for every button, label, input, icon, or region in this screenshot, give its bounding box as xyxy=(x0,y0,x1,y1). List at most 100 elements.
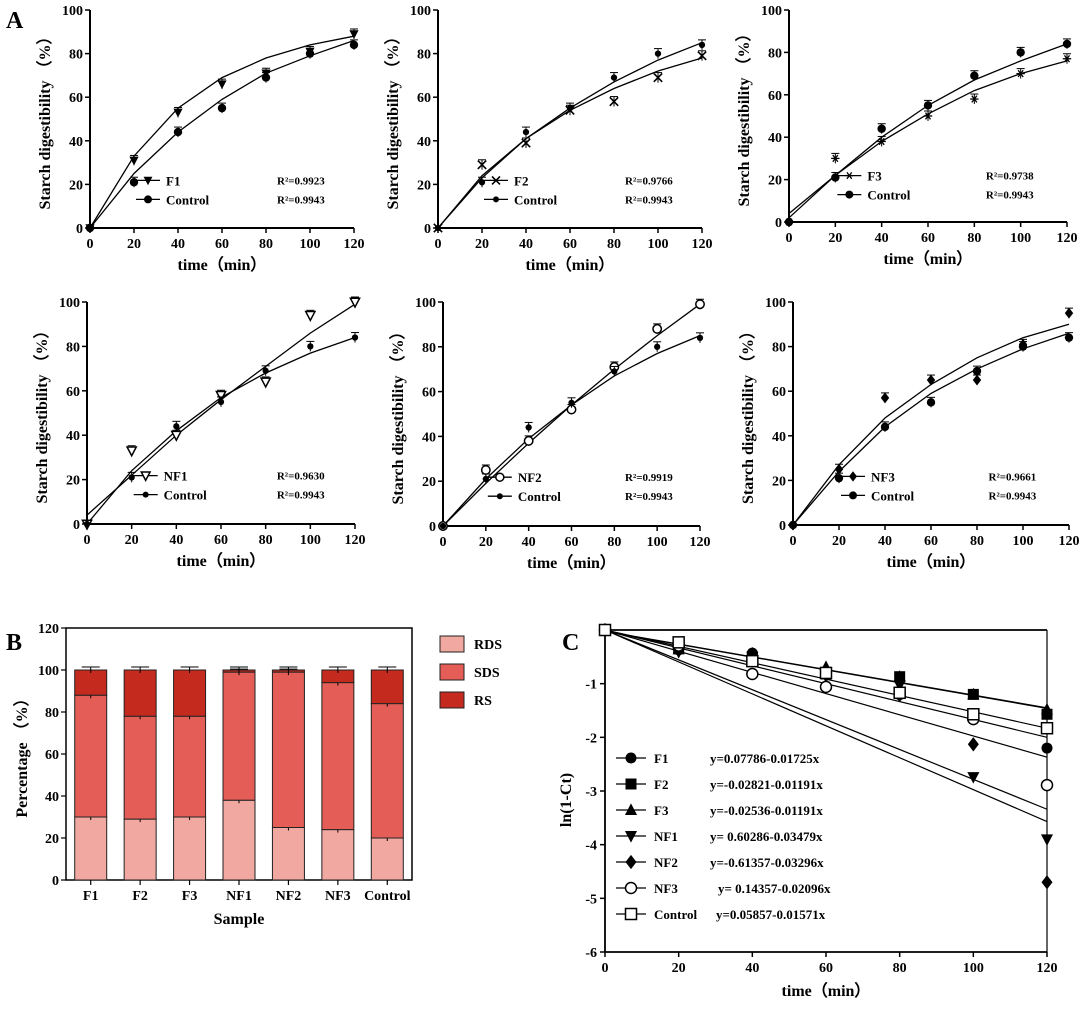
data-point-nf1 xyxy=(215,390,227,402)
legend-label-nf2: NF2 xyxy=(654,855,678,870)
data-point-control xyxy=(970,71,979,80)
y-tick-label: 100 xyxy=(62,4,83,19)
bar-segment-rds xyxy=(173,816,207,881)
y-tick-label: 80 xyxy=(417,48,431,63)
y-tick-label: 60 xyxy=(772,385,786,400)
x-tick-label: 100 xyxy=(647,535,668,550)
x-tick-label: 20 xyxy=(828,231,842,246)
y-tick-label: 0 xyxy=(424,222,431,237)
data-point-control xyxy=(217,398,225,406)
y-tick-label: 120 xyxy=(38,622,59,637)
bar-segment-rs xyxy=(370,669,404,705)
x-axis-title: Sample xyxy=(214,911,265,928)
data-point-control xyxy=(654,343,661,350)
legend-marker-control xyxy=(496,493,503,500)
log-kinetics-plot: -6 -5 -4 -3 -2 -1 0 20 40 60 80 100 120 time（min） ln(1… xyxy=(558,622,1058,1000)
bar-segment-rds xyxy=(321,829,355,881)
data-point-control xyxy=(831,173,840,182)
x-tick-label: 120 xyxy=(1059,534,1080,549)
r-squared-f3: R²=0.9738 xyxy=(986,171,1034,183)
legend-marker-control xyxy=(849,491,857,500)
data-point-control xyxy=(434,224,442,232)
bar-segment-sds xyxy=(370,703,404,839)
data-point-nf3 xyxy=(926,374,936,386)
data-point-control xyxy=(305,49,315,58)
legend-marker-control xyxy=(493,196,499,203)
x-tick-label: 60 xyxy=(924,534,938,549)
y-tick-label: 100 xyxy=(38,664,59,679)
data-point-control xyxy=(1064,333,1074,342)
panel-label-c: C xyxy=(562,630,579,656)
x-tick-label: 120 xyxy=(344,237,365,252)
x-tick-label: 60 xyxy=(921,231,935,246)
data-point-control xyxy=(1018,342,1028,351)
y-tick-label: -5 xyxy=(585,892,597,907)
data-point-f3 xyxy=(1062,55,1072,63)
legend-marker-control xyxy=(144,195,152,204)
digestibility-plot-a6: 0 20 40 60 80 100 0 20 40 60 80 100 120 time（min） Star… xyxy=(739,296,1080,571)
x-tick-label: 0 xyxy=(435,237,442,252)
x-tick-label: 0 xyxy=(786,231,793,246)
r-squared-control: R²=0.9943 xyxy=(277,490,325,502)
digestibility-plot-a3: 0 20 40 60 80 100 0 20 40 60 80 100 120 time（min） Star… xyxy=(735,4,1078,268)
x-axis-title: time（min） xyxy=(178,256,267,274)
fit-line-nf3 xyxy=(604,629,1048,758)
data-point-control xyxy=(261,73,271,82)
data-point-nf3 xyxy=(972,374,982,386)
data-point-nf2 xyxy=(1041,875,1053,890)
x-tick-label: 120 xyxy=(690,535,711,550)
y-tick-label: 80 xyxy=(66,340,80,355)
legend-label-f3: F3 xyxy=(654,803,669,818)
data-point-f3 xyxy=(970,95,979,103)
x-tick-label: 80 xyxy=(893,961,907,976)
data-point-control xyxy=(698,41,706,49)
y-tick-label: 100 xyxy=(765,296,786,311)
data-point-control xyxy=(568,399,575,406)
legend-label-f3: F3 xyxy=(867,169,882,184)
x-axis-title: time（min） xyxy=(177,552,266,570)
r-squared-f2: R²=0.9766 xyxy=(625,175,673,187)
y-tick-label: 40 xyxy=(768,131,782,146)
x-tick-label: 60 xyxy=(214,533,228,548)
x-tick-label: F1 xyxy=(83,889,99,904)
y-tick-label: 60 xyxy=(768,89,782,104)
y-tick-label: 20 xyxy=(422,475,436,490)
x-axis-title: time（min） xyxy=(526,256,615,274)
x-tick-label: 100 xyxy=(1013,534,1034,549)
legend-marker-f2 xyxy=(625,778,637,790)
bar-segment-rds xyxy=(74,816,108,881)
x-tick-label: 100 xyxy=(648,237,669,252)
legend-marker-nf1 xyxy=(140,471,152,483)
x-tick-label: NF3 xyxy=(325,889,351,904)
x-tick-label: 120 xyxy=(1057,231,1078,246)
data-point-f2 xyxy=(609,96,619,107)
legend-label-sds: SDS xyxy=(474,666,500,681)
data-point-f1 xyxy=(349,30,359,40)
bar-segment-sds xyxy=(271,671,305,828)
y-tick-label: 80 xyxy=(772,341,786,356)
digestibility-plot-a5: 0 20 40 60 80 100 0 20 40 60 80 100 120 time（min） Star… xyxy=(389,296,711,572)
data-point-control xyxy=(972,366,982,376)
data-point-control xyxy=(1062,39,1072,49)
data-point-control xyxy=(788,520,798,530)
legend-label-control: Control xyxy=(514,192,557,207)
legend-label-nf3: NF3 xyxy=(871,469,895,484)
x-tick-label: F2 xyxy=(132,889,148,904)
legend-label-rds: RDS xyxy=(474,638,502,653)
r-squared-control: R²=0.9943 xyxy=(277,194,325,206)
data-point-f3 xyxy=(923,112,933,120)
data-point-nf3 xyxy=(819,680,833,694)
x-tick-label: 80 xyxy=(970,534,984,549)
y-axis-title: Percentage （%） xyxy=(13,690,31,817)
bar-segment-rds xyxy=(222,799,256,881)
legend-label-rs: RS xyxy=(474,694,492,709)
bar-segment-rds xyxy=(123,818,157,881)
x-tick-label: 0 xyxy=(87,237,94,252)
data-point-nf3 xyxy=(1040,778,1054,792)
data-point-control xyxy=(923,101,933,110)
y-tick-label: 20 xyxy=(768,174,782,189)
r-squared-nf3: R²=0.9661 xyxy=(989,471,1037,483)
panel-label-b: B xyxy=(6,630,22,656)
equation-nf2: y=-0.61357-0.03296x xyxy=(710,855,824,870)
x-axis-title: time（min） xyxy=(887,553,976,571)
